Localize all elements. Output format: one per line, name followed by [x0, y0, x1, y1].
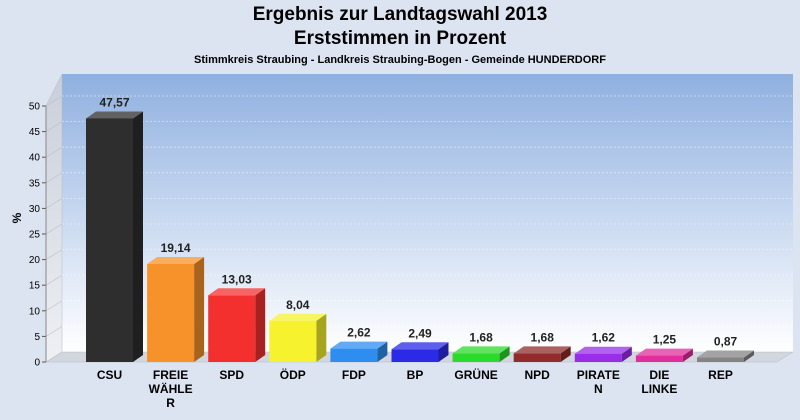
y-tick-label: 0 [34, 358, 40, 369]
data-label: 13,03 [222, 272, 252, 286]
data-label: 0,87 [714, 335, 738, 349]
bar-side [316, 313, 327, 362]
plot-side-wall [45, 73, 63, 363]
x-tick-label: DIE LINKE [641, 368, 677, 396]
bar-side [255, 288, 266, 362]
y-axis: 0 5 10 15 20 25 30 35 40 45 50 [29, 102, 47, 369]
bar-front [269, 320, 317, 362]
x-tick-label: PIRATE N [577, 368, 620, 396]
bar-top [635, 348, 693, 356]
data-label: 1,62 [592, 331, 616, 345]
bar-side [744, 350, 754, 362]
y-tick-label: 20 [29, 255, 41, 266]
chart-title: Ergebnis zur Landtagswahl 2013 [252, 4, 548, 25]
x-tick-label: FREIE WÄHLE R [149, 368, 193, 410]
bar-top [330, 341, 388, 349]
x-tick-label: FDP [342, 368, 366, 382]
bar-pirate-n [574, 346, 632, 362]
bar-front [697, 357, 744, 362]
bar-grüne [452, 346, 510, 362]
bar-bp [391, 342, 449, 362]
bar-top [269, 313, 327, 321]
bar-front [147, 264, 195, 362]
bar-side [499, 346, 510, 362]
bar-side [133, 111, 143, 363]
x-tick-label: ÖDP [280, 367, 306, 382]
y-tick-label: 35 [29, 178, 41, 189]
grid-line [45, 223, 63, 235]
bar-top [697, 350, 754, 358]
bar-front [86, 118, 133, 363]
y-tick-label: 15 [29, 281, 41, 292]
data-label: 1,25 [653, 333, 677, 347]
bar-front [208, 295, 256, 362]
bar-top [513, 346, 571, 354]
grid-line [45, 274, 63, 286]
y-tick-label: 45 [29, 127, 41, 138]
bar-side [621, 346, 632, 362]
grid-line [45, 326, 63, 337]
bar-side [377, 341, 388, 362]
grid-line [45, 198, 63, 209]
grid-line [45, 300, 63, 312]
chart-subtitle: Erststimmen in Prozent [293, 28, 507, 49]
y-tick-label: 50 [29, 102, 41, 113]
chart-caption: Stimmkreis Straubing - Landkreis Straubi… [194, 54, 606, 66]
grid-line [45, 146, 63, 158]
bar-top [391, 342, 449, 350]
y-tick-label: 25 [29, 230, 41, 241]
grid-line [45, 249, 63, 260]
bar-side [438, 342, 449, 362]
y-tick-label: 5 [34, 332, 40, 343]
bar-side [194, 257, 205, 362]
bar-front [391, 349, 439, 362]
x-axis: CSU FREIE WÄHLE R SPD ÖDP FDP BP GRÜNE NPD PIRATE N… [97, 367, 733, 410]
bar-npd [513, 346, 571, 362]
data-label: 1,68 [469, 330, 493, 344]
bar-front [452, 353, 500, 362]
x-tick-label: REP [708, 368, 733, 382]
y-tick-label: 30 [29, 204, 41, 215]
y-tick-label: 40 [29, 153, 41, 164]
bar-front [330, 348, 378, 362]
grid-line [45, 121, 63, 132]
x-tick-label: BP [407, 368, 424, 382]
bar-rep [697, 350, 754, 362]
bar-top [86, 111, 143, 119]
y-tick-label: 10 [29, 306, 41, 317]
data-label: 1,68 [531, 330, 555, 344]
bars [86, 111, 754, 363]
bar-side [560, 346, 571, 362]
bar-top [208, 288, 266, 296]
bar-die-linke [635, 348, 693, 362]
grid-line [45, 95, 63, 107]
bar-side [682, 348, 693, 362]
data-label: 2,62 [347, 326, 371, 340]
grid-line [45, 172, 63, 184]
data-label: 47,57 [99, 95, 129, 109]
data-label: 8,04 [286, 298, 310, 312]
x-tick-label: NPD [525, 368, 551, 382]
bar-top [147, 257, 205, 265]
bar-ödp [269, 313, 327, 362]
bar-top [452, 346, 510, 354]
bar-csu [86, 111, 143, 363]
bar-front [635, 355, 683, 362]
bar-front [513, 353, 561, 362]
data-labels: 47,57 19,14 13,03 8,04 2,62 2,49 1,68 1,68 1,62 1… [99, 95, 737, 348]
x-tick-label: SPD [219, 368, 244, 382]
bar-spd [208, 288, 266, 362]
bar-freie-wähle-r [147, 257, 205, 362]
y-axis-label: % [10, 212, 24, 223]
data-label: 2,49 [408, 326, 432, 340]
bar-top [574, 346, 632, 354]
data-label: 19,14 [161, 241, 191, 255]
x-tick-label: CSU [97, 368, 122, 382]
x-tick-label: GRÜNE [454, 367, 497, 382]
bar-fdp [330, 341, 388, 362]
bar-front [574, 353, 622, 362]
